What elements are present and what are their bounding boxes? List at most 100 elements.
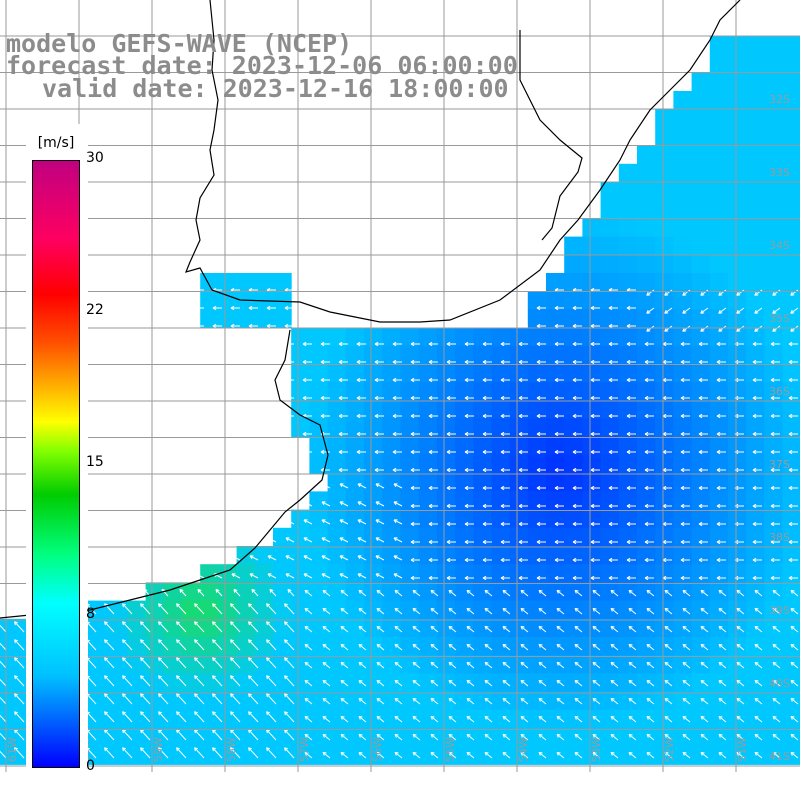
wind-arrow [520, 625, 529, 633]
wind-cell [746, 254, 765, 274]
wind-arrow [320, 341, 330, 347]
wind-cell [637, 455, 656, 474]
wind-arrow [410, 323, 420, 329]
wind-arrow [772, 679, 781, 687]
wind-arrow [466, 697, 475, 705]
wind-cell [582, 637, 602, 656]
wind-cell [582, 254, 602, 274]
wind-cell [600, 637, 620, 656]
wind-cell [564, 673, 583, 693]
wind-cell [218, 600, 238, 620]
coastline-north [519, 30, 583, 241]
wind-cell [291, 327, 310, 347]
wind-cell [546, 582, 565, 602]
wind-cell [182, 582, 201, 602]
wind-arrow [356, 359, 366, 365]
wind-arrow [339, 501, 349, 507]
wind-cell [182, 655, 201, 674]
wind-cell [564, 364, 583, 383]
wind-cell [618, 436, 638, 456]
wind-arrow [322, 751, 331, 759]
wind-cell [728, 728, 747, 747]
wind-cell [291, 546, 310, 565]
wind-cell [254, 273, 274, 292]
wind-cell [782, 473, 800, 492]
wind-arrow [736, 751, 745, 759]
wind-cell [491, 655, 511, 674]
wind-cell [600, 200, 620, 219]
wind-cell [309, 564, 329, 583]
wind-cell [600, 673, 620, 693]
wind-cell [728, 254, 747, 274]
wind-arrow [538, 679, 547, 687]
wind-arrow [500, 359, 510, 365]
wind-cell [382, 618, 401, 638]
wind-arrow [536, 557, 546, 563]
wind-cell [327, 327, 347, 347]
wind-arrow [518, 557, 528, 563]
wind-cell [564, 418, 583, 438]
wind-cell [382, 673, 401, 693]
wind-cell [436, 546, 456, 565]
wind-arrow [428, 395, 438, 401]
wind-arrow [554, 305, 564, 311]
wind-cell [182, 673, 201, 693]
wind-cell [582, 382, 602, 401]
wind-arrow [357, 555, 367, 561]
wind-cell [691, 600, 711, 620]
wind-cell [655, 527, 674, 547]
wind-cell [327, 618, 347, 638]
lon-label: 61W [6, 737, 19, 762]
wind-arrow [412, 751, 421, 759]
wind-cell [564, 546, 583, 565]
wind-cell [145, 600, 165, 620]
wind-cell [364, 673, 383, 693]
wind-cell [364, 509, 383, 529]
wind-cell [327, 709, 347, 729]
wind-cell [746, 436, 765, 456]
wind-arrow [592, 643, 601, 651]
wind-arrow [770, 467, 780, 473]
wind-cell [509, 491, 529, 511]
wind-arrow [140, 675, 151, 687]
wind-cell [691, 564, 711, 583]
wind-arrow [446, 377, 456, 383]
wind-cell [691, 637, 711, 656]
wind-arrow [572, 539, 582, 545]
wind-cell [709, 564, 729, 583]
lon-label: 55W [444, 737, 457, 762]
wind-cell [655, 491, 674, 511]
wind-cell [254, 673, 274, 693]
wind-arrow [122, 603, 133, 615]
wind-cell [163, 637, 183, 656]
wind-cell [673, 709, 693, 729]
wind-arrow [680, 431, 690, 437]
wind-cell [782, 200, 800, 219]
wind-cell [637, 673, 656, 693]
wind-arrow [718, 643, 727, 651]
wind-arrow [556, 589, 565, 597]
wind-arrow [752, 575, 762, 581]
wind-arrow [518, 377, 528, 383]
wind-arrow [428, 503, 438, 509]
wind-arrow [502, 643, 511, 651]
wind-cell [600, 291, 620, 310]
wind-arrow [662, 395, 672, 401]
wind-arrow [770, 449, 780, 455]
wind-cell [509, 673, 529, 693]
wind-arrow [284, 747, 295, 759]
wind-cell [455, 746, 474, 765]
wind-arrow [716, 521, 726, 527]
wind-arrow [628, 697, 637, 705]
wind-arrow [680, 521, 690, 527]
wind-arrow [538, 589, 547, 597]
wind-cell [564, 509, 583, 529]
wind-cell [655, 546, 674, 565]
wind-cell [782, 163, 800, 183]
wind-arrow [500, 341, 510, 347]
wind-arrow [304, 679, 313, 687]
wind-cell [764, 327, 784, 347]
wind-arrow [664, 751, 673, 759]
wind-arrow [682, 625, 691, 633]
wind-cell [345, 600, 365, 620]
